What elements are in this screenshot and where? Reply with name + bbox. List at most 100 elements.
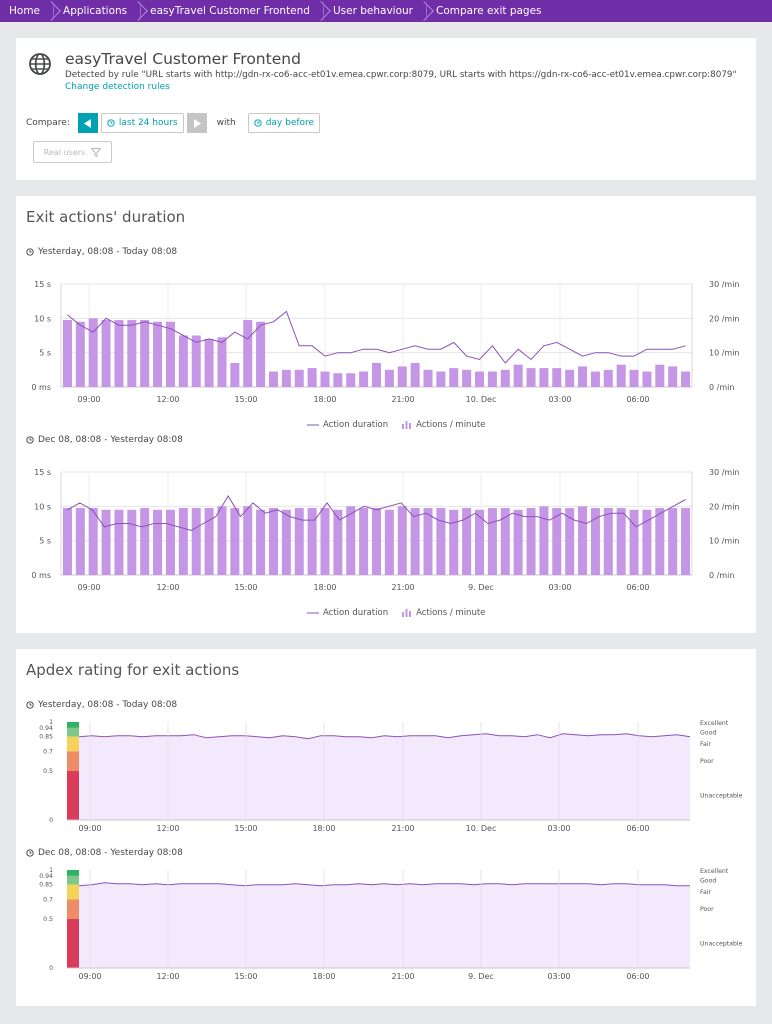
bar bbox=[114, 320, 124, 387]
apdex-zone bbox=[67, 771, 79, 820]
x-tick-label: 06:00 bbox=[626, 824, 649, 833]
breadcrumb-label: Home bbox=[9, 5, 41, 17]
x-tick-label: 12:00 bbox=[156, 395, 179, 404]
x-tick-label: 21:00 bbox=[391, 972, 414, 981]
breadcrumb-home[interactable]: Home bbox=[0, 0, 61, 22]
apdex-rating-panel: Apdex rating for exit actions Yesterday,… bbox=[16, 649, 756, 1006]
timeframe-label: last 24 hours bbox=[118, 118, 178, 128]
breadcrumb: Home Applications easyTravel Customer Fr… bbox=[0, 0, 772, 22]
apdex-zone bbox=[67, 899, 79, 919]
legend-item-action-duration[interactable]: Action duration bbox=[307, 608, 388, 618]
range-text: Yesterday, 08:08 - Today 08:08 bbox=[38, 247, 178, 257]
previous-timeframe-button[interactable] bbox=[77, 113, 98, 133]
bar bbox=[616, 364, 626, 387]
apdex-zone-label: Good bbox=[700, 877, 716, 884]
y-tick-label: 0 ms bbox=[31, 571, 51, 580]
compare-timeframe-selector[interactable]: day before bbox=[247, 113, 321, 133]
x-tick-label: 15:00 bbox=[234, 824, 257, 833]
real-users-filter-button[interactable]: Real users bbox=[33, 141, 112, 163]
bar bbox=[552, 508, 562, 575]
legend-label: Action duration bbox=[323, 608, 389, 618]
apdex-line bbox=[78, 882, 690, 887]
change-detection-rules-link[interactable]: Change detection rules bbox=[65, 82, 170, 92]
x-tick-label: 09:00 bbox=[77, 583, 100, 592]
bar bbox=[101, 320, 111, 387]
exit-actions-duration-panel: Exit actions' duration Yesterday, 08:08 … bbox=[16, 196, 756, 633]
apdex-zone-label: Unacceptable bbox=[700, 941, 743, 948]
bar bbox=[655, 508, 665, 575]
bar bbox=[552, 368, 562, 387]
x-tick-label: 18:00 bbox=[313, 395, 336, 404]
bar bbox=[487, 371, 497, 387]
action-duration-line bbox=[67, 310, 686, 364]
bar bbox=[165, 509, 175, 575]
apdex-zone bbox=[67, 736, 79, 752]
bar bbox=[642, 509, 652, 575]
y2-tick-label: 0 /min bbox=[709, 571, 734, 580]
bar bbox=[307, 508, 317, 575]
x-tick-label: 9. Dec bbox=[468, 972, 494, 981]
duration-chart-previous: 15 s 30 /min 10 s 20 /min 5 s 10 /min 0 ms 0 /m… bbox=[31, 468, 740, 592]
bar bbox=[75, 321, 85, 387]
breadcrumb-applications[interactable]: Applications bbox=[54, 0, 149, 22]
bar bbox=[217, 337, 227, 387]
detection-rule-text: Detected by rule "URL starts with http:/… bbox=[65, 70, 737, 80]
bar bbox=[243, 506, 253, 575]
x-tick-label: 21:00 bbox=[391, 824, 414, 833]
bar bbox=[436, 508, 446, 575]
bar bbox=[603, 369, 613, 387]
bar bbox=[449, 368, 459, 387]
x-tick-label: 18:00 bbox=[312, 824, 335, 833]
breadcrumb-application[interactable]: easyTravel Customer Frontend bbox=[141, 0, 331, 22]
y-tick-label: 0 bbox=[49, 817, 53, 824]
bar bbox=[410, 362, 420, 387]
y-tick-label: 0.7 bbox=[43, 748, 53, 755]
apdex-zone-label: Good bbox=[700, 729, 716, 736]
bar bbox=[62, 508, 72, 575]
y-tick-label: 15 s bbox=[34, 280, 51, 289]
legend-label: Action duration bbox=[323, 420, 389, 430]
filter-icon bbox=[91, 147, 102, 157]
x-tick-label: 09:00 bbox=[77, 395, 100, 404]
chart-legend: Action duration Actions / minute bbox=[307, 608, 499, 618]
legend-item-actions-per-minute[interactable]: Actions / minute bbox=[402, 420, 485, 430]
bar bbox=[513, 364, 523, 387]
x-tick-label: 06:00 bbox=[626, 583, 649, 592]
bar bbox=[75, 508, 85, 575]
bar bbox=[127, 320, 137, 387]
y-tick-label: 5 s bbox=[39, 349, 51, 358]
x-tick-label: 18:00 bbox=[312, 972, 335, 981]
apdex-zone-label: Unacceptable bbox=[700, 793, 743, 800]
chart-range-label: Dec 08, 08:08 - Yesterday 08:08 bbox=[26, 848, 183, 858]
y2-tick-label: 30 /min bbox=[709, 468, 740, 477]
bar-legend-icon bbox=[402, 609, 412, 617]
bar bbox=[565, 508, 575, 575]
apdex-zone-label: Poor bbox=[700, 758, 714, 765]
x-tick-label: 15:00 bbox=[234, 583, 257, 592]
bar bbox=[178, 508, 188, 575]
x-tick-label: 09:00 bbox=[78, 824, 101, 833]
chart-range-label: Yesterday, 08:08 - Today 08:08 bbox=[26, 700, 177, 710]
bar bbox=[475, 371, 485, 387]
x-tick-label: 21:00 bbox=[391, 583, 414, 592]
bar bbox=[384, 509, 394, 575]
timeframe-selector[interactable]: last 24 hours bbox=[100, 113, 184, 133]
apdex-zone bbox=[67, 870, 79, 876]
bar bbox=[281, 509, 291, 575]
bar bbox=[333, 373, 343, 387]
breadcrumb-compare-exit-pages[interactable]: Compare exit pages bbox=[427, 0, 556, 22]
apdex-zone bbox=[67, 875, 79, 885]
x-tick-label: 21:00 bbox=[391, 395, 414, 404]
bar bbox=[603, 508, 613, 575]
legend-item-action-duration[interactable]: Action duration bbox=[307, 420, 388, 430]
next-timeframe-button[interactable] bbox=[186, 113, 207, 133]
x-tick-label: 15:00 bbox=[234, 972, 257, 981]
compare-timeframe-label: day before bbox=[265, 118, 315, 128]
bar bbox=[487, 508, 497, 575]
x-tick-label: 03:00 bbox=[548, 395, 571, 404]
bar bbox=[256, 509, 266, 575]
bar bbox=[127, 509, 137, 575]
x-tick-label: 03:00 bbox=[547, 972, 570, 981]
breadcrumb-user-behaviour[interactable]: User behaviour bbox=[324, 0, 434, 22]
legend-item-actions-per-minute[interactable]: Actions / minute bbox=[402, 608, 485, 618]
